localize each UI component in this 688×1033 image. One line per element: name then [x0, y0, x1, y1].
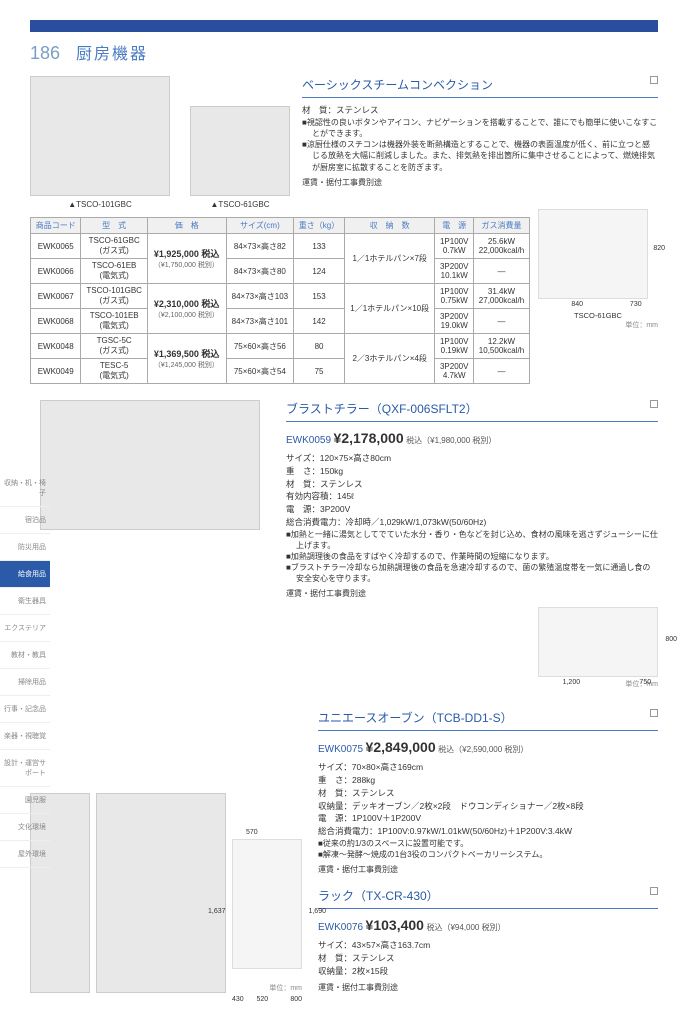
sidebar-nav: 収納・机・椅子宿泊品防災用品給食用品衛生器具エクステリア教材・教具掃除用品行事・…	[0, 470, 50, 868]
product1-note: 運賃・据付工事費別途	[302, 177, 658, 188]
product2-diagram: 1,200 750 800	[538, 607, 658, 677]
img2-label: ▲TSCO-61GBC	[190, 200, 290, 209]
product2-code: EWK0059	[286, 435, 331, 446]
sidebar-item[interactable]: 給食用品	[0, 561, 50, 588]
sidebar-item[interactable]: 収納・机・椅子	[0, 470, 50, 507]
sidebar-item[interactable]: 屋外環境	[0, 841, 50, 868]
sidebar-item[interactable]: 宿泊品	[0, 507, 50, 534]
product4-title: ラック（TX-CR-430）	[318, 887, 658, 909]
page-number: 186	[30, 43, 60, 64]
sidebar-item[interactable]: 掃除用品	[0, 669, 50, 696]
product1-title: ベーシックスチームコンベクション	[302, 76, 658, 98]
product3-oven-image	[96, 793, 226, 993]
product1-image-small	[190, 106, 290, 196]
spec-table: 商品コード型 式価 格サイズ(cm)重さ（kg）収 納 数電 源ガス消費量EWK…	[30, 217, 530, 384]
product1-material: 材 質：ステンレス	[302, 104, 658, 117]
sidebar-item[interactable]: 教材・教具	[0, 642, 50, 669]
img1-label: ▲TSCO-101GBC	[30, 200, 170, 209]
sidebar-item[interactable]: 文化環境	[0, 814, 50, 841]
product1-images: ▲TSCO-101GBC ▲TSCO-61GBC	[30, 76, 290, 209]
page-title: 厨房機器	[76, 40, 148, 64]
product3-diagram	[232, 839, 302, 969]
sidebar-item[interactable]: 防災用品	[0, 534, 50, 561]
product2-image	[40, 400, 260, 530]
sidebar-item[interactable]: 楽器・視聴覚	[0, 723, 50, 750]
sidebar-item[interactable]: 行事・記念品	[0, 696, 50, 723]
product3-title: ユニエースオーブン（TCB-DD1-S）	[318, 709, 658, 731]
sidebar-item[interactable]: 設計・運営サポート	[0, 750, 50, 787]
product4-checkbox[interactable]	[650, 887, 658, 895]
product2-title: ブラストチラー（QXF-006SFLT2）	[286, 400, 658, 422]
page-header: 186 厨房機器	[30, 20, 658, 64]
sidebar-item[interactable]: 園児服	[0, 787, 50, 814]
product2-price: ¥2,178,000	[334, 430, 404, 446]
product3-checkbox[interactable]	[650, 709, 658, 717]
sidebar-item[interactable]: 衛生器具	[0, 588, 50, 615]
product2-checkbox[interactable]	[650, 400, 658, 408]
product1-image-large	[30, 76, 170, 196]
product1-checkbox[interactable]	[650, 76, 658, 84]
product1-diagram: 820 840 730	[538, 209, 648, 299]
sidebar-item[interactable]: エクステリア	[0, 615, 50, 642]
